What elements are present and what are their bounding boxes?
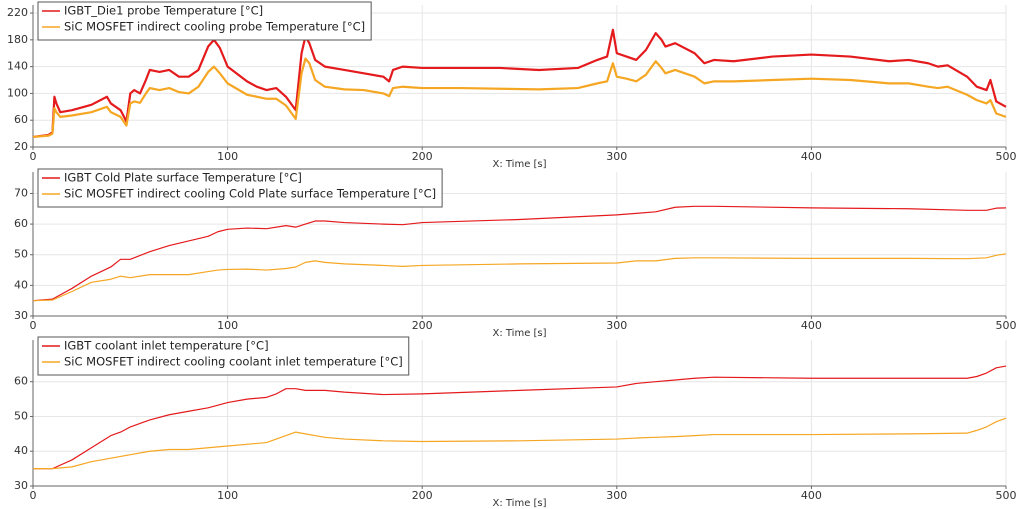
- y-tick-label: 70: [14, 186, 28, 199]
- x-tick-label: 400: [801, 150, 822, 163]
- series-line: [32, 57, 1007, 139]
- x-tick-label: 300: [606, 150, 627, 163]
- x-tick-label: 100: [217, 150, 238, 163]
- x-tick-label: 0: [30, 150, 37, 163]
- x-tick-label: 200: [412, 319, 433, 332]
- x-tick-label: 0: [30, 319, 37, 332]
- y-tick-label: 60: [14, 375, 28, 388]
- series-line: [32, 28, 1007, 139]
- x-tick-label: 500: [996, 150, 1017, 163]
- panel: 20 60 100 140 180 220 0 100 200 300 400 500 X: Time …: [7, 1, 1017, 170]
- series-line: [32, 205, 1007, 302]
- panel: 30 40 50 60 0 100 200 300 400 500 X: Time [s] IGBT …: [14, 336, 1017, 509]
- legend-box: [37, 168, 443, 208]
- y-tick-label: 100: [7, 86, 28, 99]
- legend-label: IGBT coolant inlet temperature [°C]: [64, 339, 269, 353]
- y-tick-label: 20: [14, 140, 28, 153]
- y-tick-label: 40: [14, 444, 28, 457]
- x-tick-label: 100: [217, 489, 238, 502]
- x-tick-label: 200: [412, 150, 433, 163]
- legend-label: SiC MOSFET indirect cooling probe Temper…: [64, 20, 365, 34]
- x-tick-label: 200: [412, 489, 433, 502]
- x-axis-label: X: Time [s]: [492, 498, 546, 509]
- y-tick-label: 40: [14, 278, 28, 291]
- x-tick-label: 0: [30, 489, 37, 502]
- legend-box: [37, 1, 372, 41]
- y-tick-label: 50: [14, 248, 28, 261]
- x-tick-label: 300: [606, 319, 627, 332]
- x-tick-label: 500: [996, 489, 1017, 502]
- x-tick-label: 400: [801, 489, 822, 502]
- y-tick-label: 30: [14, 479, 28, 492]
- series-line: [33, 365, 1007, 470]
- legend: IGBT_Die1 probe Temperature [°C] SiC MOSF…: [37, 1, 372, 41]
- legend-box: [37, 336, 410, 376]
- series-line: [32, 253, 1007, 302]
- y-tick-label: 50: [14, 409, 28, 422]
- panel: 30 40 50 60 70 0 100 200 300 400 500 X: Time [s] IGB…: [14, 168, 1017, 339]
- legend-label: SiC MOSFET indirect cooling coolant inle…: [64, 355, 403, 369]
- x-tick-label: 500: [996, 319, 1017, 332]
- y-tick-label: 140: [7, 60, 28, 73]
- legend-label: IGBT_Die1 probe Temperature [°C]: [64, 4, 263, 18]
- y-tick-label: 220: [7, 6, 28, 19]
- y-tick-label: 180: [7, 33, 28, 46]
- y-tick-label: 60: [14, 217, 28, 230]
- y-tick-label: 30: [14, 309, 28, 322]
- x-tick-label: 400: [801, 319, 822, 332]
- legend: IGBT coolant inlet temperature [°C] SiC M…: [37, 336, 410, 376]
- x-axis-label: X: Time [s]: [492, 159, 546, 170]
- x-tick-label: 100: [217, 319, 238, 332]
- y-tick-label: 60: [14, 113, 28, 126]
- legend-label: IGBT Cold Plate surface Temperature [°C]: [64, 171, 302, 185]
- series-line: [33, 417, 1007, 470]
- x-tick-label: 300: [606, 489, 627, 502]
- x-axis-label: X: Time [s]: [492, 328, 546, 339]
- legend-label: SiC MOSFET indirect cooling Cold Plate s…: [64, 187, 436, 201]
- legend: IGBT Cold Plate surface Temperature [°C]…: [37, 168, 443, 208]
